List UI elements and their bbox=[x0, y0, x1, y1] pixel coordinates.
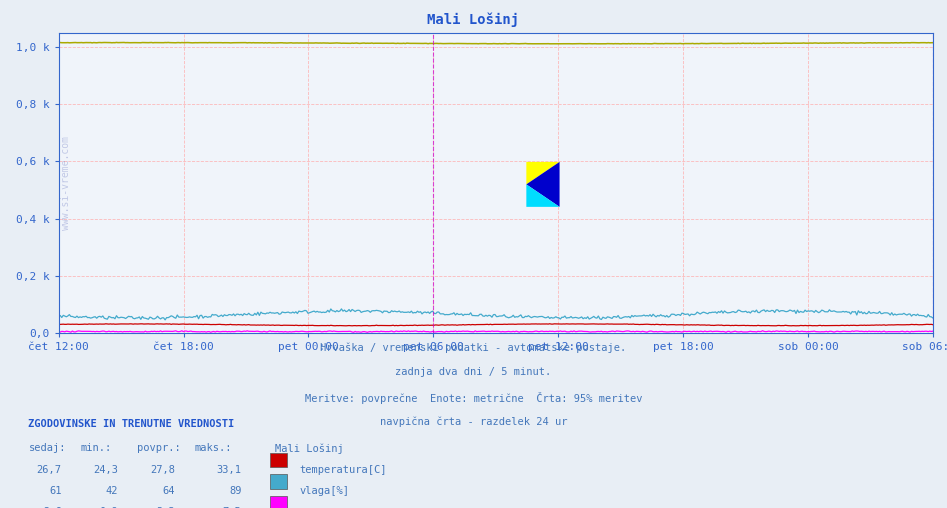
Text: min.:: min.: bbox=[80, 443, 112, 454]
Text: 2,6: 2,6 bbox=[43, 507, 62, 508]
Text: 7,5: 7,5 bbox=[223, 507, 241, 508]
Text: 0,9: 0,9 bbox=[99, 507, 118, 508]
Text: povpr.:: povpr.: bbox=[137, 443, 181, 454]
Text: ZGODOVINSKE IN TRENUTNE VREDNOSTI: ZGODOVINSKE IN TRENUTNE VREDNOSTI bbox=[28, 419, 235, 429]
Text: sedaj:: sedaj: bbox=[28, 443, 66, 454]
Text: 64: 64 bbox=[163, 486, 175, 496]
Text: temperatura[C]: temperatura[C] bbox=[299, 465, 386, 475]
Text: Mali Lošinj: Mali Lošinj bbox=[275, 443, 344, 454]
Text: 42: 42 bbox=[106, 486, 118, 496]
Text: 61: 61 bbox=[49, 486, 62, 496]
Text: 26,7: 26,7 bbox=[37, 465, 62, 475]
Text: 27,8: 27,8 bbox=[151, 465, 175, 475]
Text: Meritve: povprečne  Enote: metrične  Črta: 95% meritev: Meritve: povprečne Enote: metrične Črta:… bbox=[305, 392, 642, 404]
Text: vlaga[%]: vlaga[%] bbox=[299, 486, 349, 496]
Text: navpična črta - razdelek 24 ur: navpična črta - razdelek 24 ur bbox=[380, 416, 567, 427]
Text: 3,3: 3,3 bbox=[156, 507, 175, 508]
Text: 24,3: 24,3 bbox=[94, 465, 118, 475]
Text: www.si-vreme.com: www.si-vreme.com bbox=[61, 136, 71, 230]
Text: 89: 89 bbox=[229, 486, 241, 496]
Text: zadnja dva dni / 5 minut.: zadnja dva dni / 5 minut. bbox=[396, 367, 551, 377]
Text: Hrvaška / vremenski podatki - avtomatske postaje.: Hrvaška / vremenski podatki - avtomatske… bbox=[320, 343, 627, 354]
Text: hitrost vetra[m/s]: hitrost vetra[m/s] bbox=[299, 507, 412, 508]
Text: 33,1: 33,1 bbox=[217, 465, 241, 475]
Text: maks.:: maks.: bbox=[194, 443, 232, 454]
Text: Mali Lošinj: Mali Lošinj bbox=[427, 13, 520, 27]
